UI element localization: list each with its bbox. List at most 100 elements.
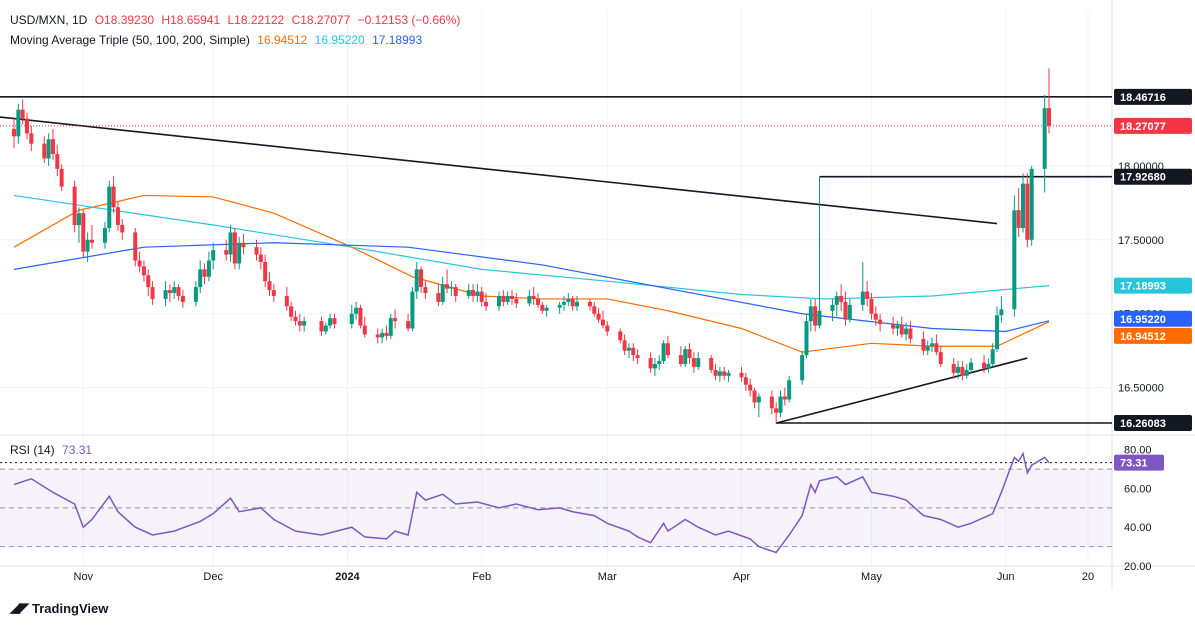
price-label-box (1114, 310, 1192, 327)
price-label-box (1114, 88, 1192, 105)
candle (406, 313, 411, 332)
candle (925, 340, 930, 356)
candle (986, 358, 991, 373)
candle-body (964, 369, 969, 376)
candle-body (925, 346, 930, 351)
candle-body (813, 306, 818, 326)
candle (237, 236, 242, 270)
candle-body (24, 118, 29, 134)
candle-body (631, 347, 636, 356)
price-label-level: 18.46716 (1114, 88, 1192, 105)
candle-body (146, 275, 151, 288)
price-label-text: 18.46716 (1120, 92, 1166, 104)
candle-body (289, 306, 294, 317)
symbol-title[interactable]: USD/MXN, 1D (10, 13, 88, 27)
price-label-box (1114, 117, 1192, 134)
ma50-line (13, 194, 1050, 353)
candle (665, 335, 670, 359)
candle-body (466, 290, 471, 296)
candle (873, 306, 878, 326)
candle (769, 390, 774, 415)
candle-body (258, 254, 263, 262)
rsi-indicator-title[interactable]: RSI (14) (10, 443, 55, 457)
price-label-ma100: 17.18993 (1114, 277, 1192, 294)
candle (904, 322, 909, 341)
candle (566, 293, 571, 307)
candle-body (440, 284, 445, 302)
candle-body (878, 319, 883, 325)
candle-body (778, 396, 783, 413)
candle-body (241, 242, 246, 248)
candle (956, 361, 961, 379)
candle-body (133, 232, 138, 261)
candle (29, 125, 34, 152)
candle (691, 352, 696, 373)
candle-body (756, 396, 761, 403)
rsi-tick-label: 80.00 (1124, 445, 1152, 457)
candle (709, 355, 714, 373)
candle (990, 343, 995, 367)
tradingview-brand[interactable]: ◢◤ TradingView (10, 600, 108, 616)
candle (297, 313, 302, 332)
ma50-value: 16.94512 (257, 33, 308, 47)
candle (1047, 68, 1051, 134)
candle (163, 281, 168, 307)
candle (847, 298, 852, 323)
candle (817, 176, 822, 329)
candle (938, 346, 943, 367)
candle-body (800, 355, 805, 381)
candle-body (72, 186, 77, 226)
candle (813, 298, 818, 332)
price-label-level: 16.26083 (1114, 415, 1192, 432)
candle (241, 233, 246, 255)
ma200-line (13, 242, 1050, 333)
price-label-text: 16.26083 (1120, 418, 1166, 430)
candle-body (687, 349, 692, 359)
candle (843, 291, 848, 326)
candle-body (501, 295, 506, 302)
candle-body (600, 319, 605, 326)
candle (834, 291, 839, 317)
candle (865, 281, 870, 307)
candle (328, 313, 333, 329)
candle-body (328, 318, 333, 326)
candle-body (787, 380, 792, 400)
candle (626, 343, 631, 359)
candle-body (566, 298, 571, 302)
candle (76, 207, 81, 243)
candle-body (626, 347, 631, 351)
candle (20, 99, 25, 125)
candle-body (202, 269, 207, 277)
candle (544, 304, 549, 317)
candle-body (419, 269, 424, 288)
candle-body (323, 325, 328, 332)
candle (748, 378, 753, 397)
candle (622, 334, 627, 356)
candle-body (20, 109, 25, 119)
ma-indicator-title[interactable]: Moving Average Triple (50, 100, 200, Sim… (10, 33, 250, 47)
candle (332, 313, 337, 329)
candle (133, 227, 138, 267)
candle (440, 276, 445, 305)
price-label-box (1114, 277, 1192, 294)
candle-body (120, 225, 125, 233)
candle (479, 287, 484, 307)
candle (652, 358, 657, 376)
candle-body (596, 313, 601, 320)
candle (141, 260, 146, 282)
candle (211, 242, 216, 270)
candle (540, 301, 545, 314)
candle-body (873, 313, 878, 320)
price-tick-label: 17.50000 (1118, 235, 1164, 247)
candle-body (865, 291, 870, 299)
candle (206, 251, 211, 282)
candle-body (267, 281, 272, 291)
high-value: H18.65941 (161, 13, 221, 27)
candle (436, 284, 441, 307)
ma100-line (13, 194, 1050, 300)
price-labels: 18.46716 18.27077 17.92680 17.18993 16.95220… (1114, 88, 1192, 471)
candle-body (479, 291, 484, 302)
candle (605, 321, 610, 336)
candle (999, 295, 1004, 323)
